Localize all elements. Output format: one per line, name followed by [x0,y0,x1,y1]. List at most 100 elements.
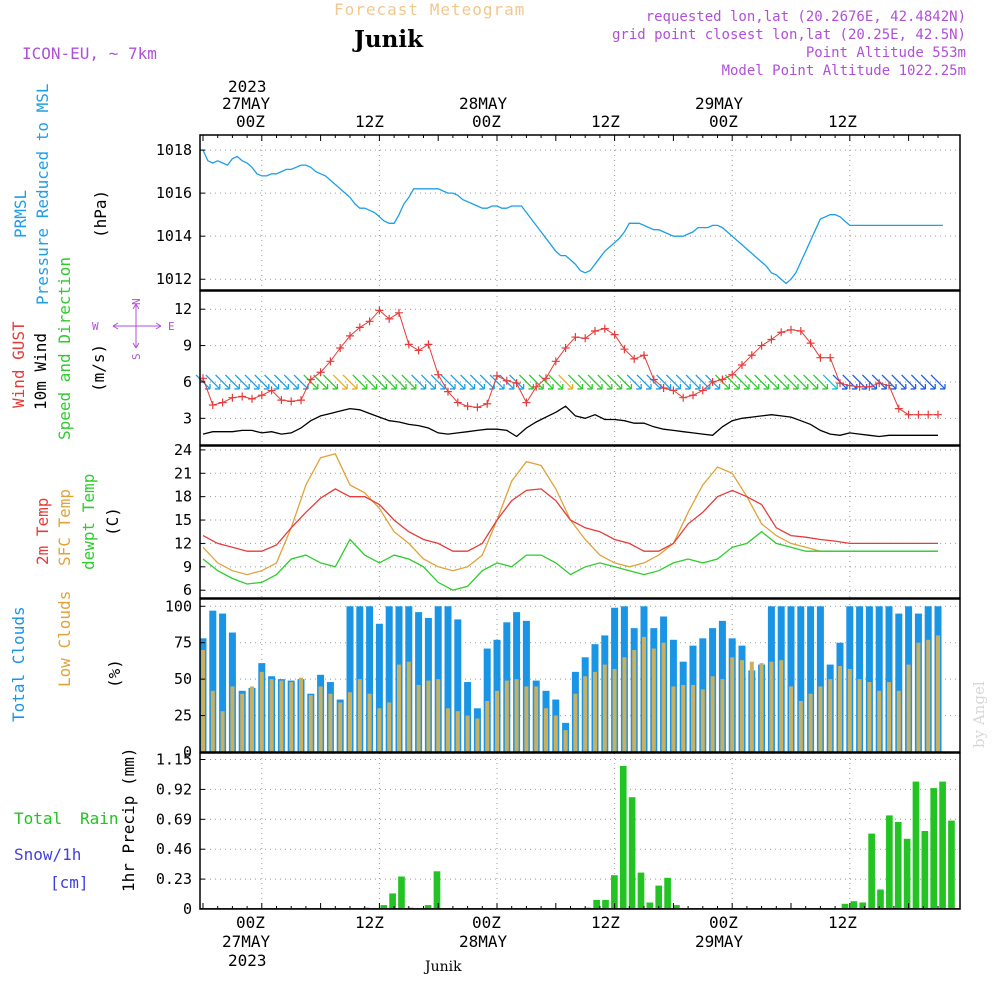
low-cloud-bar [318,686,323,752]
gust-marker [718,375,727,384]
wind-ytick-label-3: 12 [174,300,192,318]
low-cloud-bar [867,682,872,752]
total-cloud-bar [807,606,815,752]
gust-marker [836,379,844,388]
wind-direction-arrow [930,374,946,390]
wind-arrow-shaft [626,374,642,390]
low-cloud-bar [406,661,411,752]
wind-arrow-shaft [812,374,828,390]
wind-arrow-head [361,383,368,390]
wind-arrow-shaft [411,374,427,390]
rain-bar [903,838,911,909]
low-cloud-bar [210,690,215,752]
low-cloud-bar [367,693,372,752]
low-cloud-bar [475,718,480,752]
low-cloud-bar [289,682,294,752]
gust-marker [248,394,256,403]
low-cloud-bar [710,676,715,752]
gust-marker [698,386,707,395]
temp-sfc-label: SFC Temp [55,489,74,566]
total-cloud-bar [787,606,795,752]
gust-marker [845,381,854,390]
gust-marker [816,353,825,362]
wind-arrow-shaft [754,374,770,390]
wind-direction-arrow [773,374,789,390]
top-date-label-3: 29MAY [695,94,744,113]
gust-marker [679,393,688,402]
low-cloud-bar [720,679,725,752]
rain-bar [602,899,609,909]
wind-arrow-shaft [362,374,378,390]
point-altitude: Point Altitude 553m [805,45,966,61]
wind-direction-arrow [577,374,593,390]
wind-arrow-shaft [322,374,338,390]
rain-bar [433,871,441,909]
wind-direction-arrow [254,374,270,390]
wind-arrow-head [597,383,603,390]
wind-arrow-shaft [224,374,240,390]
wind-arrow-head [322,383,329,390]
gust-marker [649,375,658,384]
wind-arrow-shaft [234,374,250,390]
rain-bar [930,788,938,909]
wind-arrow-head [753,383,760,390]
low-cloud-bar [671,686,676,752]
compass-n: N [130,298,143,305]
wind-arrow-head [910,383,917,390]
gust-marker [551,357,560,366]
low-cloud-bar [220,711,225,752]
rain-bar [389,893,396,909]
clouds-ytick-label-1: 25 [174,707,192,725]
wind-arrow-head [714,383,721,390]
gust-marker [502,376,511,385]
wind-arrow-head [214,383,221,390]
low-cloud-bar [250,686,254,752]
top-date-label-1: 27MAY [222,94,271,113]
gust-marker [630,354,639,363]
wind-arrow-shaft [391,374,407,390]
gust-marker [414,346,423,355]
gust-marker [228,393,237,402]
temp-ytick-label-2: 12 [174,534,192,552]
wind-arrow-head [283,383,290,390]
wind-direction-arrow [469,374,486,390]
rain-bar [859,902,867,909]
bottom-time-label-3: 00Z [472,913,501,932]
wind-arrow-head [744,383,750,390]
gust-marker [277,396,286,405]
clouds-ytick-label-3: 75 [174,634,192,652]
clouds-total-label: Total Clouds [9,606,28,722]
wind-arrow-shaft [215,374,231,390]
low-cloud-bar [740,660,744,752]
low-cloud-bar [602,664,607,752]
gust-marker [453,398,462,407]
total-cloud-bar [356,606,364,752]
gust-marker [483,399,492,408]
model-altitude: Model Point Altitude 1022.25m [721,63,966,79]
compass-arrows [112,303,162,349]
precip-axis-label: 1hr Precip (mm) [119,748,138,893]
wind-arrow-head [636,383,642,390]
wind-direction-arrow [342,374,358,390]
top-time-label-6: 12Z [828,112,857,131]
rain-bar [673,905,680,909]
rain-bar [912,781,920,909]
wind-direction-arrow [567,374,584,390]
credit-watermark: by Angel [970,681,988,748]
wind-arrow-shaft [460,374,476,390]
wind-direction-arrow [920,374,936,390]
gust-marker [473,403,482,412]
total-cloud-bar [875,606,883,752]
bottom-date-label-1: 27MAY [222,932,271,951]
wind-direction-arrow [754,374,770,390]
wind-arrow-shaft [430,374,446,390]
low-cloud-bar [661,642,666,752]
footer-location: Junik [425,959,462,975]
wind-arrow-head [587,383,593,390]
model-label: ICON-EU, ~ 7km [22,44,157,63]
gust-marker [385,314,394,323]
bottom-date-label-2: 28MAY [459,932,508,951]
wind-arrow-head [822,383,829,390]
low-cloud-bar [426,680,431,752]
